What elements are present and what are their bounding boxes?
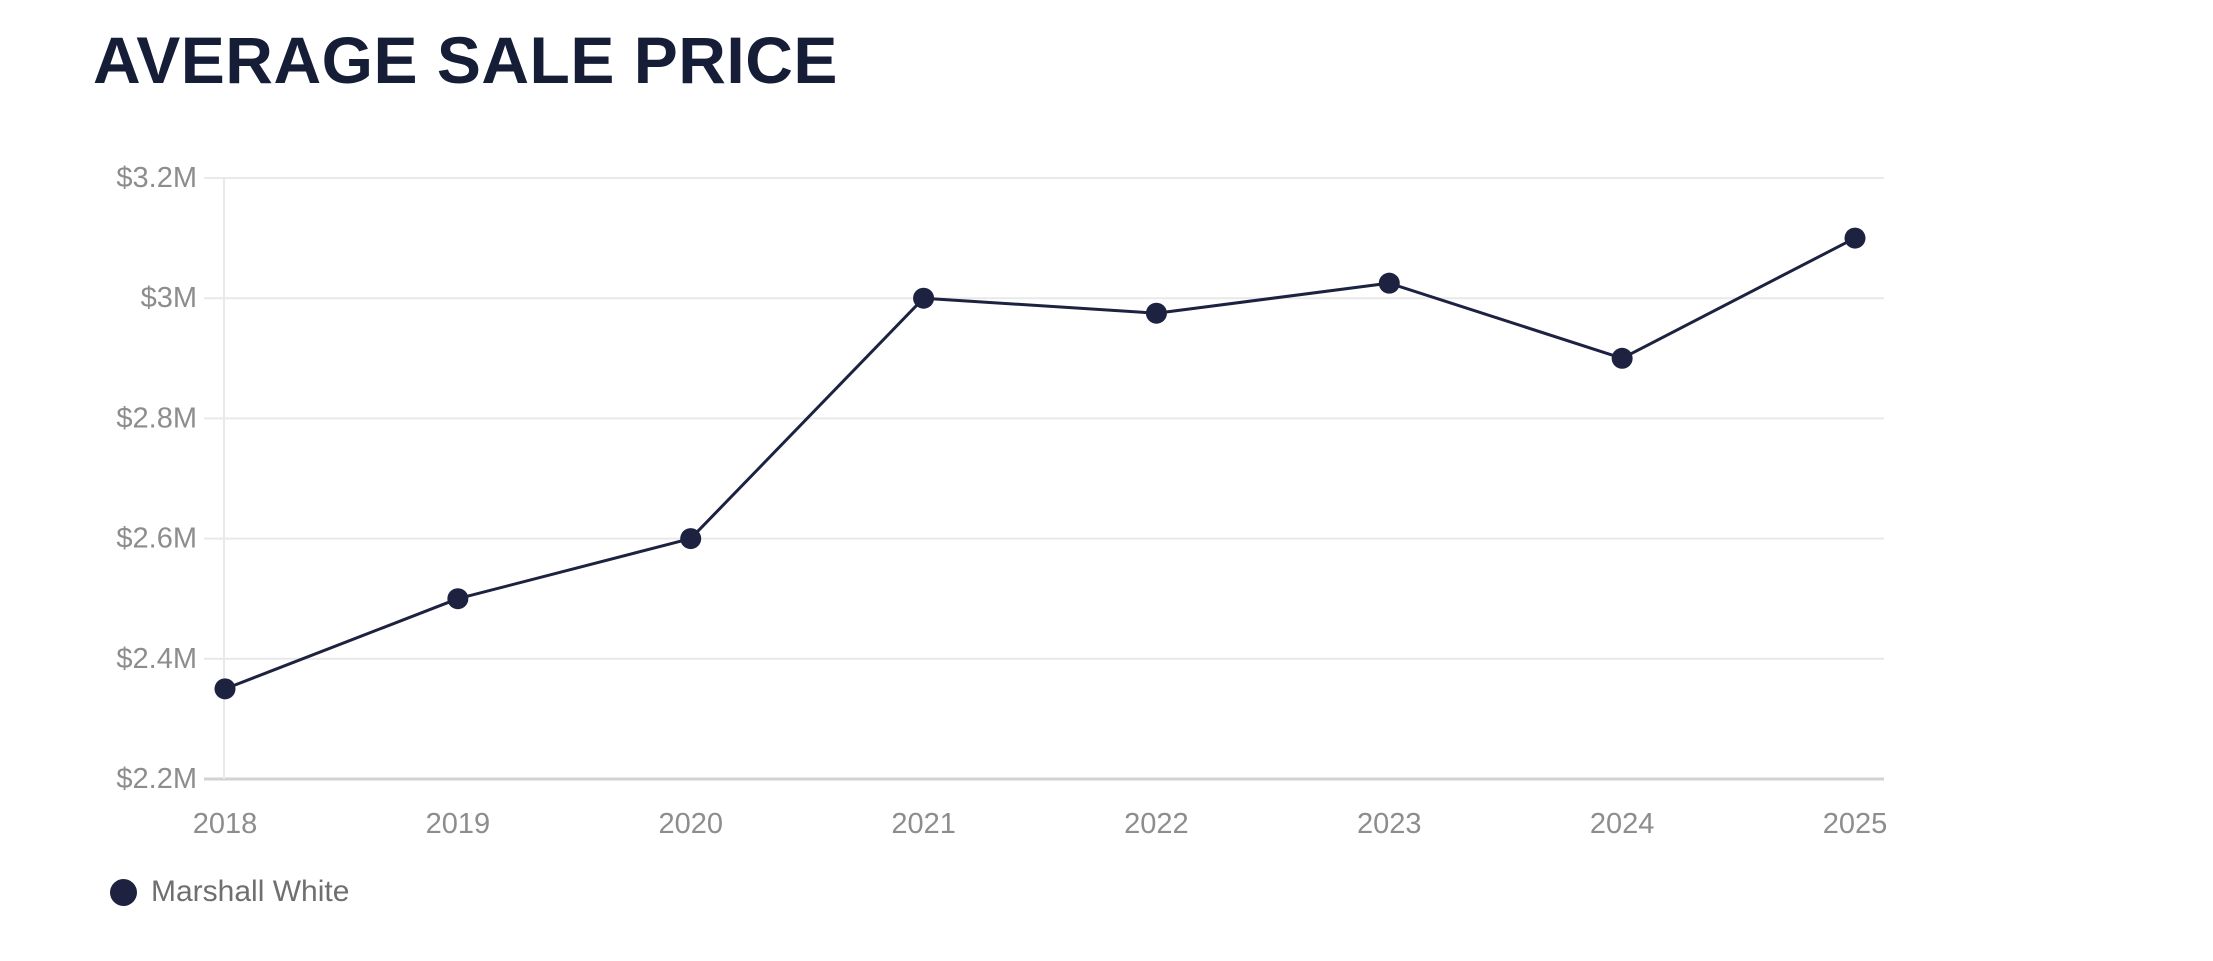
x-axis-tick-label: 2025	[1823, 808, 1888, 840]
data-point-2020[interactable]	[680, 528, 702, 550]
y-axis-tick-label: $3M	[141, 282, 197, 314]
x-axis-tick-label: 2022	[1124, 808, 1189, 840]
legend-label: Marshall White	[151, 875, 350, 908]
x-axis-tick-label: 2024	[1590, 808, 1655, 840]
y-axis-tick-label: $2.2M	[116, 763, 197, 795]
x-axis-tick-label: 2020	[658, 808, 723, 840]
y-axis-tick-label: $3.2M	[116, 162, 197, 194]
series-line-marshall-white	[223, 236, 1857, 691]
data-point-2018[interactable]	[214, 678, 236, 700]
x-axis-tick-label: 2023	[1357, 808, 1422, 840]
legend-item-marshall-white[interactable]: Marshall White	[110, 875, 349, 909]
data-point-2021[interactable]	[913, 287, 935, 309]
data-point-2022[interactable]	[1145, 302, 1167, 324]
data-point-2024[interactable]	[1611, 347, 1633, 369]
y-axis-tick-label: $2.8M	[116, 402, 197, 434]
y-axis-tick-label: $2.4M	[116, 643, 197, 675]
chart-title: AVERAGE SALE PRICE	[93, 23, 838, 97]
data-point-2023[interactable]	[1378, 272, 1400, 294]
x-axis-tick-label: 2018	[193, 808, 258, 840]
data-point-2025[interactable]	[1844, 227, 1866, 249]
y-axis-tick-label: $2.6M	[116, 523, 197, 555]
data-point-2019[interactable]	[447, 588, 469, 610]
x-axis-tick-label: 2021	[891, 808, 956, 840]
legend-marker-dot	[110, 878, 137, 906]
x-axis-tick-label: 2019	[426, 808, 491, 840]
